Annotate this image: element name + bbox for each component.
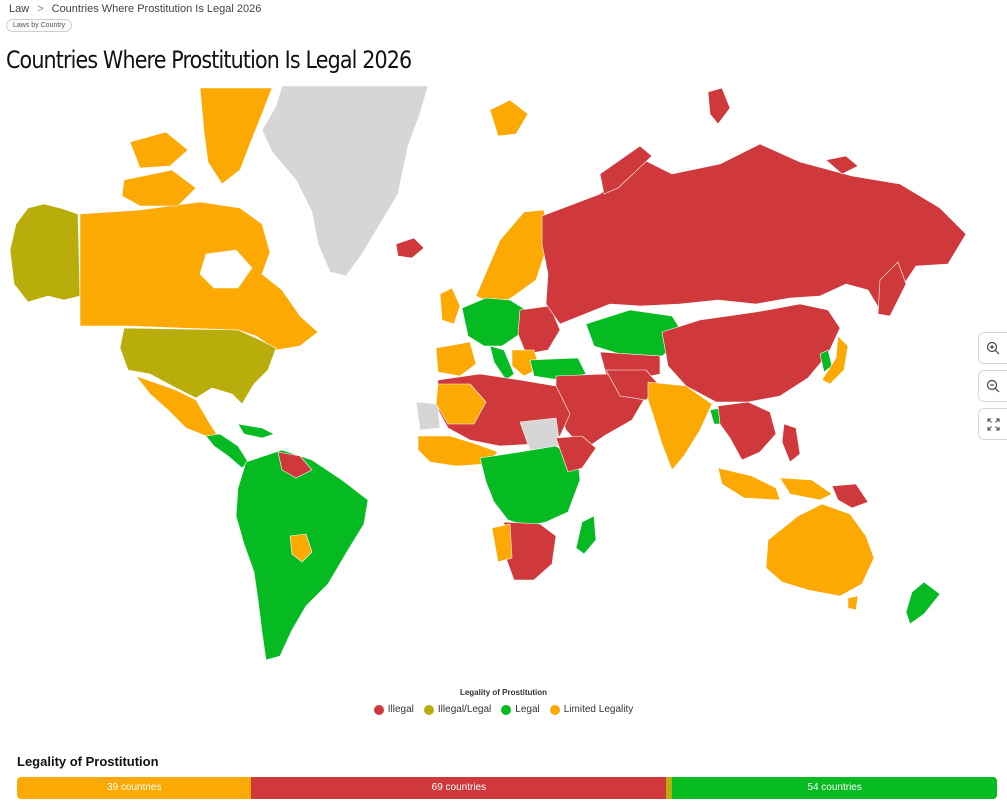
page-title: Countries Where Prostitution Is Legal 20… <box>6 46 412 74</box>
region-philippines[interactable] <box>781 423 801 463</box>
summary-segment[interactable]: 69 countries <box>251 777 667 799</box>
legend-label: Legal <box>515 704 540 715</box>
region-scandinavia[interactable] <box>475 209 549 307</box>
region-southeast-asia[interactable] <box>717 401 777 461</box>
zoom-out-icon <box>986 379 1000 393</box>
region-alaska[interactable] <box>9 203 81 303</box>
summary-bar: 39 countries 69 countries 54 countries <box>17 777 997 799</box>
breadcrumb-law-link[interactable]: Law <box>9 3 30 15</box>
region-mali-niger[interactable] <box>435 383 487 425</box>
region-paraguay[interactable] <box>289 533 313 563</box>
region-west-sahara[interactable] <box>415 401 441 431</box>
map-controls <box>978 332 1007 440</box>
zoom-in-icon <box>986 341 1000 355</box>
fullscreen-button[interactable] <box>978 408 1007 440</box>
summary-title: Legality of Prostitution <box>17 754 159 769</box>
region-svalbard[interactable] <box>489 99 529 137</box>
region-sudan-egypt[interactable] <box>519 417 561 451</box>
world-map[interactable] <box>0 84 1007 674</box>
region-siberian-islands[interactable] <box>825 155 859 175</box>
zoom-out-button[interactable] <box>978 370 1007 402</box>
legend-item[interactable]: Limited Legality <box>549 704 634 715</box>
region-hudson-bay <box>199 249 253 289</box>
region-venezuela[interactable] <box>277 451 313 479</box>
legend-label: Limited Legality <box>563 704 634 715</box>
region-angola[interactable] <box>491 523 513 563</box>
region-china[interactable] <box>661 303 841 403</box>
region-russia-kamchatka[interactable] <box>877 261 907 317</box>
summary-segment[interactable] <box>666 777 673 799</box>
breadcrumb: Law > Countries Where Prostitution Is Le… <box>9 3 261 15</box>
breadcrumb-current: Countries Where Prostitution Is Legal 20… <box>51 3 262 15</box>
region-italy[interactable] <box>489 345 515 381</box>
region-indonesia[interactable] <box>717 467 781 501</box>
region-russia[interactable] <box>541 143 967 325</box>
region-iceland[interactable] <box>395 237 425 259</box>
legend-item[interactable]: Legal <box>501 704 540 715</box>
region-canada-arctic[interactable] <box>199 87 273 185</box>
legend-label: Illegal/Legal <box>437 704 492 715</box>
region-canada[interactable] <box>79 201 319 351</box>
region-canada-islands-2[interactable] <box>129 131 189 169</box>
region-central-africa[interactable] <box>479 445 581 527</box>
map-legend: Illegal Illegal/Legal Legal Limited Legalit… <box>0 704 1007 715</box>
laws-by-country-tag[interactable]: Laws by Country <box>6 19 73 32</box>
region-iberia[interactable] <box>435 341 477 377</box>
region-southern-africa[interactable] <box>503 521 557 581</box>
region-russia-north-island[interactable] <box>599 145 653 195</box>
region-japan[interactable] <box>821 335 849 385</box>
region-usa[interactable] <box>119 327 277 405</box>
legend-item[interactable]: Illegal <box>373 704 414 715</box>
legend-label: Illegal <box>387 704 414 715</box>
region-western-europe[interactable] <box>461 297 527 347</box>
region-png[interactable] <box>831 483 869 509</box>
region-east-africa[interactable] <box>555 435 597 473</box>
region-greenland[interactable] <box>261 85 429 277</box>
legend-swatch <box>501 704 512 715</box>
region-canada-islands[interactable] <box>121 169 197 207</box>
legend-item[interactable]: Illegal/Legal <box>423 704 492 715</box>
region-central-america[interactable] <box>205 433 249 469</box>
region-novaya-zemlya[interactable] <box>707 87 731 125</box>
region-india[interactable] <box>647 381 713 471</box>
legend-swatch <box>373 704 384 715</box>
region-caribbean[interactable] <box>237 423 275 439</box>
region-indonesia-east[interactable] <box>779 477 833 501</box>
legend-swatch <box>423 704 434 715</box>
summary-segment[interactable]: 54 countries <box>672 777 997 799</box>
region-australia[interactable] <box>765 503 875 597</box>
legend-swatch <box>549 704 560 715</box>
region-uk[interactable] <box>439 287 461 325</box>
region-madagascar[interactable] <box>575 515 597 555</box>
summary-segment[interactable]: 39 countries <box>17 777 252 799</box>
zoom-in-button[interactable] <box>978 332 1007 364</box>
breadcrumb-separator: > <box>37 3 44 15</box>
region-new-zealand[interactable] <box>905 581 941 625</box>
expand-icon <box>986 417 1000 431</box>
region-tasmania[interactable] <box>847 595 859 611</box>
legend-title: Legality of Prostitution <box>459 688 548 697</box>
